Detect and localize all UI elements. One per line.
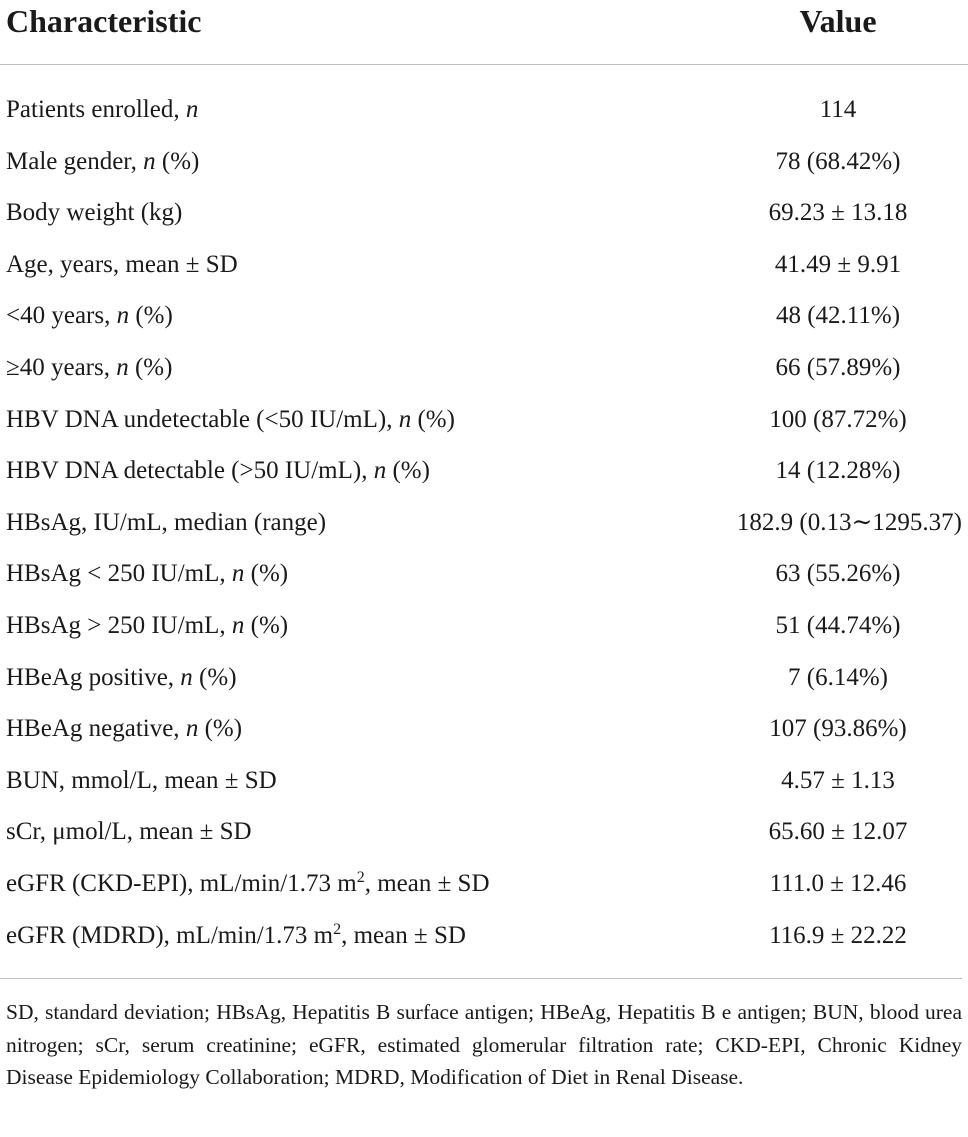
table-row: <40 years, n (%) 48 (42.11%)	[0, 290, 968, 342]
row-label-superscript: 2	[356, 868, 365, 886]
row-label-text: sCr, μmol/L, mean ± SD	[6, 818, 252, 846]
table-row: ≥40 years, n (%) 66 (57.89%)	[0, 342, 968, 394]
row-label-italic: n	[231, 611, 245, 639]
characteristics-table: Characteristic Value Patients enrolled, …	[0, 0, 968, 961]
row-value: 78 (68.42%)	[775, 147, 901, 175]
header-value: Value	[799, 3, 877, 39]
row-label-text: Age, years, mean ± SD	[6, 250, 238, 278]
row-label-text: ≥40 years,	[6, 353, 117, 381]
row-label-text: Body weight (kg)	[6, 199, 183, 227]
row-label: HBeAg negative, n (%)	[6, 703, 242, 755]
row-value: 4.57 ± 1.13	[781, 766, 895, 794]
row-label-superscript: 2	[333, 920, 342, 938]
row-value: 48 (42.11%)	[775, 302, 901, 330]
row-label-italic: n	[231, 560, 245, 588]
row-label-italic: n	[143, 147, 156, 175]
row-label: eGFR (CKD-EPI), mL/min/1.73 m2, mean ± S…	[6, 858, 490, 910]
row-label: sCr, μmol/L, mean ± SD	[6, 806, 252, 858]
table-row: HBeAg positive, n (%) 7 (6.14%)	[0, 652, 968, 704]
row-label-italic: n	[185, 96, 199, 123]
row-label: HBsAg > 250 IU/mL, n (%)	[6, 600, 288, 652]
table-bottom-rule	[0, 978, 962, 979]
row-label-text: <40 years,	[6, 302, 117, 330]
row-label: Patients enrolled, n	[6, 84, 198, 136]
row-label-italic: n	[398, 405, 412, 433]
row-label: Male gender, n (%)	[6, 136, 199, 188]
table-row: HBsAg, IU/mL, median (range) 182.9 (0.13∼…	[0, 497, 968, 549]
row-label-text: HBsAg, IU/mL, median (range)	[6, 508, 327, 536]
row-label-suffix: , mean ± SD	[341, 921, 466, 949]
table-row: eGFR (MDRD), mL/min/1.73 m2, mean ± SD 11…	[0, 910, 968, 962]
row-label: Age, years, mean ± SD	[6, 239, 238, 291]
row-label-text: HBV DNA undetectable (<50 IU/mL),	[6, 405, 399, 433]
header-characteristic: Characteristic	[6, 3, 202, 39]
row-label-text: HBsAg < 250 IU/mL,	[6, 560, 232, 588]
table-row: sCr, μmol/L, mean ± SD 65.60 ± 12.07	[0, 806, 968, 858]
row-label: ≥40 years, n (%)	[6, 342, 172, 394]
row-label-text: BUN, mmol/L, mean ± SD	[6, 766, 277, 794]
row-value: 69.23 ± 13.18	[768, 199, 908, 227]
row-label-italic: n	[373, 457, 387, 485]
row-label-text: eGFR (CKD-EPI), mL/min/1.73 m	[6, 869, 357, 897]
table-row: HBV DNA detectable (>50 IU/mL), n (%) 14 …	[0, 445, 968, 497]
row-label: Body weight (kg)	[6, 187, 182, 239]
row-label: eGFR (MDRD), mL/min/1.73 m2, mean ± SD	[6, 910, 466, 962]
table-row: BUN, mmol/L, mean ± SD 4.57 ± 1.13	[0, 755, 968, 807]
row-label-italic: n	[116, 353, 129, 381]
row-label: BUN, mmol/L, mean ± SD	[6, 755, 277, 807]
table-row: Male gender, n (%) 78 (68.42%)	[0, 136, 968, 188]
row-label: HBsAg < 250 IU/mL, n (%)	[6, 548, 288, 600]
table-row: HBsAg < 250 IU/mL, n (%) 63 (55.26%)	[0, 548, 968, 600]
row-label-text: HBV DNA detectable (>50 IU/mL),	[6, 457, 374, 485]
row-label-suffix: , mean ± SD	[364, 869, 490, 897]
row-label-suffix: (%)	[411, 405, 455, 433]
table-row: HBV DNA undetectable (<50 IU/mL), n (%) 1…	[0, 394, 968, 446]
row-value: 100 (87.72%)	[769, 405, 907, 433]
row-label: HBV DNA detectable (>50 IU/mL), n (%)	[6, 445, 430, 497]
row-label-suffix: (%)	[129, 302, 173, 330]
table-row: HBeAg negative, n (%) 107 (93.86%)	[0, 703, 968, 755]
row-value: 66 (57.89%)	[775, 353, 901, 381]
row-label-text: HBeAg negative,	[6, 715, 186, 743]
row-label-suffix: (%)	[128, 353, 173, 381]
row-label-suffix: (%)	[155, 147, 200, 175]
row-value: 7 (6.14%)	[788, 663, 888, 691]
row-value: 63 (55.26%)	[775, 560, 901, 588]
row-value: 65.60 ± 12.07	[768, 818, 908, 846]
row-label-italic: n	[185, 715, 199, 743]
row-label-suffix: (%)	[198, 715, 243, 743]
table-row: Age, years, mean ± SD 41.49 ± 9.91	[0, 239, 968, 291]
table-row: Patients enrolled, n 114	[0, 84, 968, 136]
row-label-suffix: (%)	[192, 663, 237, 691]
table-row: Body weight (kg) 69.23 ± 13.18	[0, 187, 968, 239]
row-value: 111.0 ± 12.46	[769, 869, 907, 897]
row-value: 114	[819, 96, 857, 123]
row-label: HBsAg, IU/mL, median (range)	[6, 497, 326, 549]
row-label: <40 years, n (%)	[6, 290, 173, 342]
row-label-text: HBeAg positive,	[6, 663, 181, 691]
row-label-text: Male gender,	[6, 147, 144, 175]
row-value: 51 (44.74%)	[775, 611, 901, 639]
table-row: eGFR (CKD-EPI), mL/min/1.73 m2, mean ± S…	[0, 858, 968, 910]
row-value: 107 (93.86%)	[769, 715, 907, 743]
row-value: 41.49 ± 9.91	[774, 250, 902, 278]
row-label-suffix: (%)	[244, 560, 289, 588]
row-label-italic: n	[180, 663, 193, 691]
row-value: 182.9 (0.13∼1295.37)	[736, 508, 962, 536]
row-label: HBeAg positive, n (%)	[6, 652, 237, 704]
table-row: HBsAg > 250 IU/mL, n (%) 51 (44.74%)	[0, 600, 968, 652]
row-label: HBV DNA undetectable (<50 IU/mL), n (%)	[6, 394, 455, 446]
row-label-text: eGFR (MDRD), mL/min/1.73 m	[6, 921, 334, 949]
row-label-italic: n	[116, 302, 130, 330]
row-label-text: HBsAg > 250 IU/mL,	[6, 611, 232, 639]
row-label-text: Patients enrolled,	[6, 96, 186, 123]
table-header: Characteristic Value	[0, 0, 968, 65]
row-value: 14 (12.28%)	[775, 457, 901, 485]
table-body: Patients enrolled, n 114 Male gender, n (%…	[0, 65, 968, 961]
row-label-suffix: (%)	[244, 611, 289, 639]
table-footnote: SD, standard deviation; HBsAg, Hepatitis…	[6, 1000, 962, 1089]
row-value: 116.9 ± 22.22	[769, 921, 907, 949]
row-label-suffix: (%)	[386, 457, 430, 485]
